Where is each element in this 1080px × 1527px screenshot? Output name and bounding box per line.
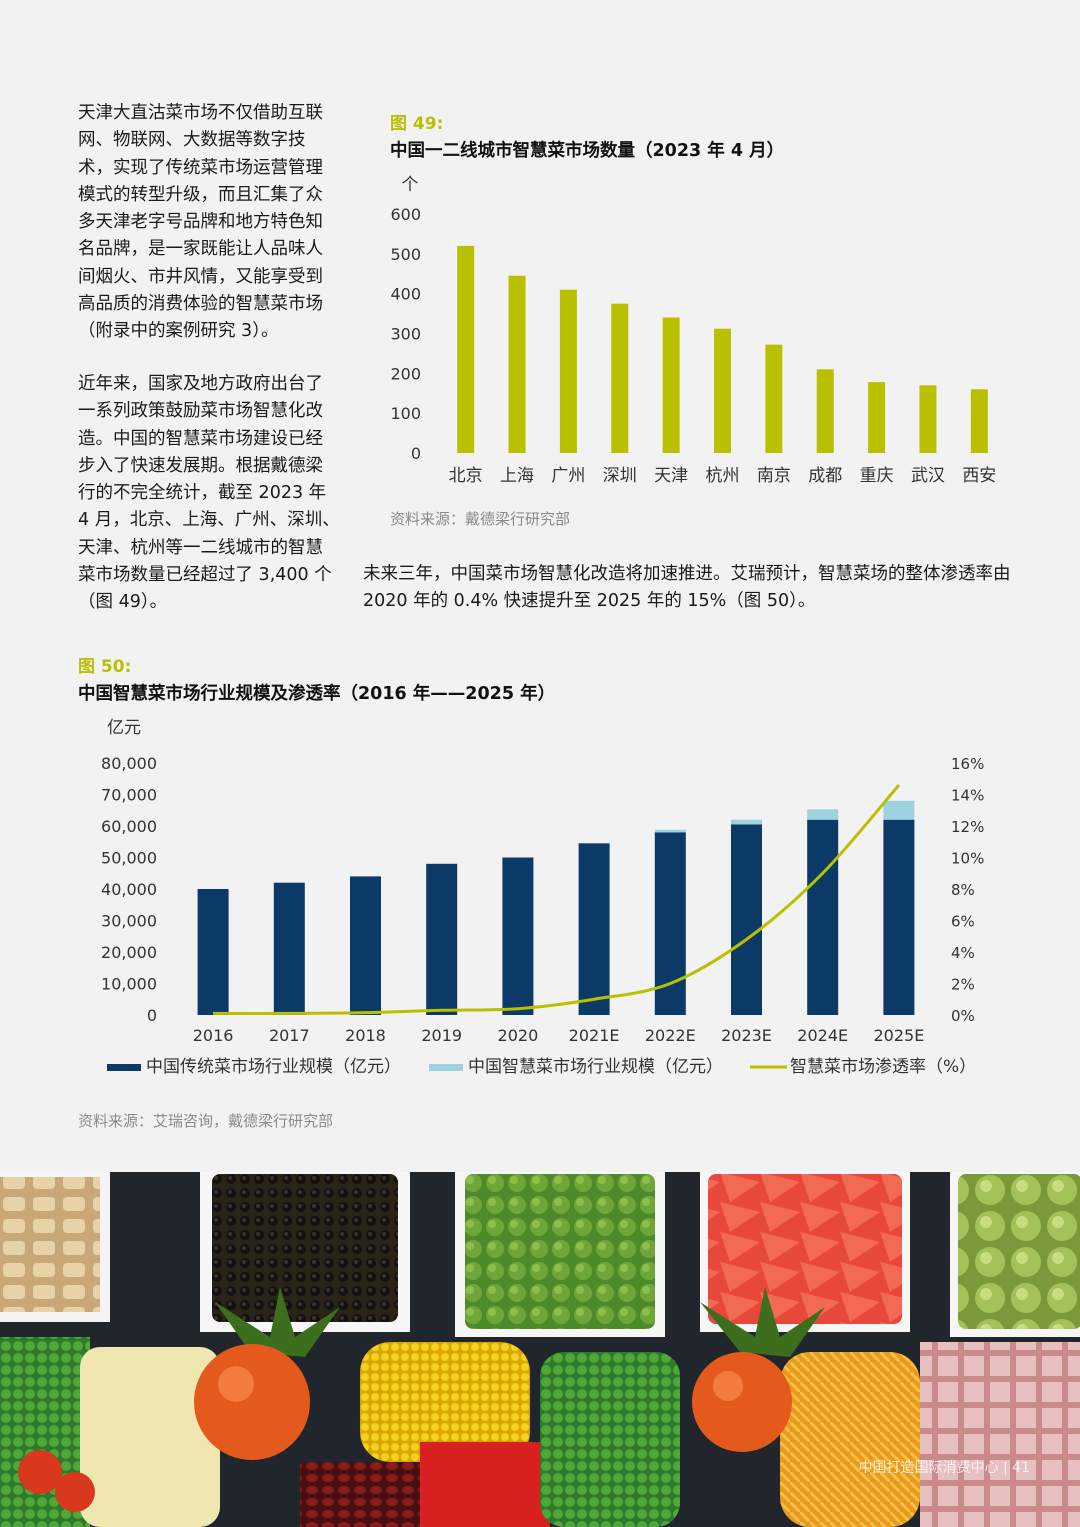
fig50-y-tick: 60,000 [101, 817, 157, 836]
fig49-label: 图 49: [390, 114, 444, 134]
fig50-bar-traditional [426, 863, 458, 1015]
fig50-bar-traditional [350, 876, 381, 1015]
fig49-y-tick: 400 [390, 285, 421, 304]
fig50-y2-tick: 6% [951, 913, 975, 931]
fig50-x-tick: 2018 [345, 1026, 386, 1045]
fig50-y-tick: 30,000 [101, 912, 157, 931]
fig50-legend-traditional: 中国传统菜市场行业规模（亿元） [146, 1057, 401, 1077]
fig49-bar [919, 385, 937, 453]
body-paragraph-2: 近年来，国家及地方政府出台了一系列政策鼓励菜市场智慧化改造。中国的智慧菜市场建设… [78, 374, 340, 613]
fig50-legend-swatch-smart [429, 1064, 463, 1071]
fig49-bar [868, 382, 886, 453]
fig50-x-tick: 2022E [645, 1026, 696, 1045]
fig49-x-tick: 天津 [654, 466, 688, 486]
fig49-x-tick: 深圳 [603, 466, 637, 486]
fig50-y-tick: 10,000 [101, 975, 157, 994]
fig49-source: 资料来源：戴德梁行研究部 [390, 510, 571, 528]
fig50-legend-rate: 智慧菜市场渗透率（%） [790, 1057, 976, 1077]
fig50-bar-traditional [807, 819, 839, 1015]
fig50-y-unit: 亿元 [107, 718, 141, 738]
fig50-legend-swatch-traditional [107, 1064, 141, 1071]
fig50-source: 资料来源：艾瑞咨询，戴德梁行研究部 [78, 1112, 334, 1130]
fig50-x-tick: 2017 [269, 1026, 310, 1045]
fig50-y-tick: 20,000 [101, 943, 157, 962]
fig49-x-tick: 南京 [757, 466, 791, 486]
fig50-label: 图 50: [78, 657, 132, 677]
fig50-y2-tick: 16% [951, 755, 984, 773]
fig50-bar-smart [807, 809, 839, 820]
fig50-y2-tick: 0% [951, 1007, 975, 1025]
vegetable-photo [0, 1172, 1080, 1527]
fig50-y2-tick: 2% [951, 976, 975, 994]
fig50-y2-tick: 4% [951, 944, 975, 962]
fig50-rate-line [213, 784, 901, 1015]
fig50-bar-smart [883, 800, 915, 820]
body-paragraph-3: 未来三年，中国菜市场智慧化改造将加速推进。艾瑞预计，智慧菜场的整体渗透率由 20… [363, 564, 1011, 612]
body-paragraph-1: 天津大直沽菜市场不仅借助互联网、物联网、大数据等数字技术，实现了传统菜市场运营管… [78, 103, 323, 342]
fig50-bar-traditional [578, 843, 610, 1015]
fig49-y-tick: 300 [390, 325, 421, 344]
fig49-bar [816, 369, 834, 453]
fig50-bar-traditional [883, 819, 915, 1015]
fig50-x-tick: 2021E [569, 1026, 620, 1045]
fig50-x-tick: 2025E [873, 1026, 924, 1045]
fig50-legend-smart: 中国智慧菜市场行业规模（亿元） [468, 1057, 723, 1077]
fig49-x-tick: 上海 [500, 466, 534, 486]
fig50-x-tick: 2023E [721, 1026, 772, 1045]
fig50-y2-tick: 12% [951, 818, 984, 836]
fig50-y2-tick: 14% [951, 787, 984, 805]
fig50-y-tick: 40,000 [101, 880, 157, 899]
fig49-y-tick: 600 [390, 205, 421, 224]
fig49-y-tick: 0 [411, 444, 421, 463]
fig49-x-tick: 广州 [551, 466, 585, 486]
fig49-bar [714, 328, 731, 453]
fig49-x-tick: 北京 [449, 466, 483, 486]
fig49-bar [662, 317, 680, 453]
fig49-bar [457, 245, 475, 453]
fig50-bar-smart [654, 829, 686, 833]
fig50-y-tick: 80,000 [101, 754, 157, 773]
fig50-y-tick: 70,000 [101, 786, 157, 805]
fig49-x-tick: 重庆 [860, 466, 894, 486]
fig50-bar-smart [731, 819, 762, 825]
fig50-y-tick: 50,000 [101, 849, 157, 868]
fig49-y-tick: 100 [390, 404, 421, 423]
fig50-x-tick: 2016 [193, 1026, 234, 1045]
fig49-bar [970, 389, 988, 453]
fig49-bar [508, 275, 526, 453]
fig49-x-tick: 武汉 [911, 466, 945, 486]
fig49-x-tick: 杭州 [706, 466, 740, 486]
fig49-title: 中国一二线城市智慧菜市场数量（2023 年 4 月） [390, 141, 785, 161]
fig50-y2-tick: 10% [951, 850, 984, 868]
fig50-title: 中国智慧菜市场行业规模及渗透率（2016 年——2025 年） [78, 684, 556, 704]
fig50-bar-traditional [197, 889, 229, 1015]
fig49-bar [765, 344, 783, 453]
fig49-x-tick: 西安 [962, 466, 996, 486]
fig50-bar-traditional [502, 857, 534, 1015]
fig50-x-tick: 2019 [421, 1026, 462, 1045]
page-footer: 中国打造国际消费中心 | 41 [859, 1457, 1030, 1477]
fig49-y-unit: 个 [402, 175, 419, 195]
footer-divider: | [1003, 1460, 1013, 1476]
page-number: 41 [1012, 1460, 1030, 1476]
fig49-y-tick: 500 [390, 245, 421, 264]
fig50-y-tick: 0 [147, 1006, 157, 1025]
fig50-x-tick: 2024E [797, 1026, 848, 1045]
fig49-bar [559, 289, 577, 453]
fig49-bar [611, 303, 629, 453]
fig50-bar-traditional [273, 882, 305, 1015]
fig50-x-tick: 2020 [498, 1026, 539, 1045]
fig49-y-tick: 200 [390, 364, 421, 383]
fig50-bar-traditional [731, 824, 762, 1015]
fig49-chart: 个 0 100 200 300 400 500 600 北京 上海 广州 深圳 天津 杭州 南京 成都 重庆 武汉… [390, 175, 996, 486]
fig49-x-tick: 成都 [808, 466, 842, 486]
footer-title: 中国打造国际消费中心 [858, 1460, 999, 1476]
fig50-y2-tick: 8% [951, 881, 975, 899]
fig50-chart: 亿元 0 10,000 20,000 30,000 40,000 50,000 60,000 7… [101, 718, 984, 1077]
